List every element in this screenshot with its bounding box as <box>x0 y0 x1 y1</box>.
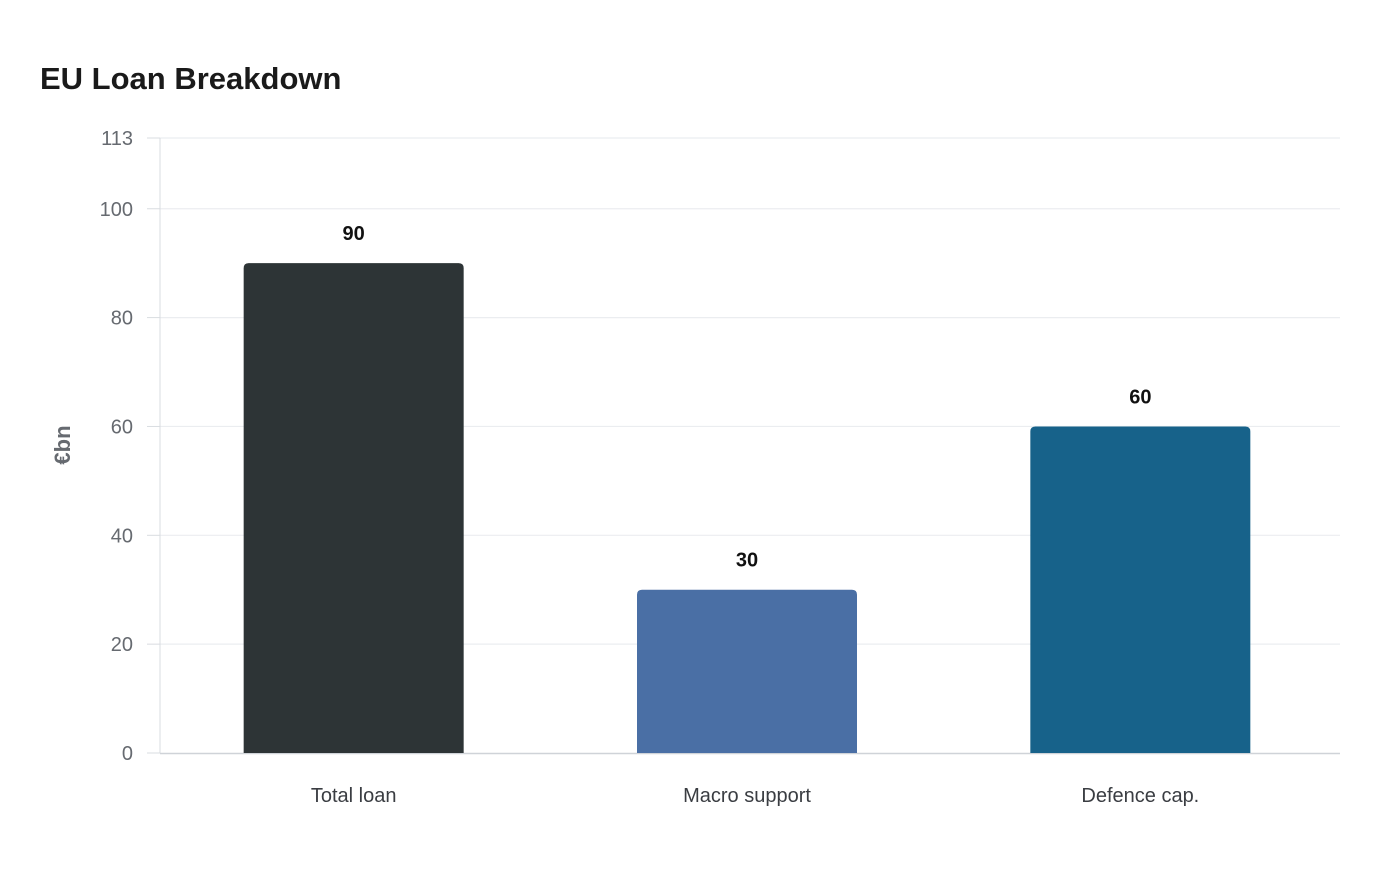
bar-total-loan <box>243 263 464 753</box>
chart-title: EU Loan Breakdown <box>40 61 342 96</box>
category-labels: Total loan Macro support Defence cap. <box>311 785 1199 807</box>
data-label: 30 <box>736 550 758 572</box>
y-tick-label: 40 <box>111 525 133 547</box>
category-label: Macro support <box>683 785 811 807</box>
y-tick-label: 60 <box>111 416 133 438</box>
data-label: 90 <box>343 223 365 245</box>
bar-defence-cap <box>1030 426 1251 753</box>
bar-macro-support <box>637 589 857 753</box>
y-tick-labels: 0 20 40 60 80 100 113 <box>100 128 133 765</box>
y-tick-label: 100 <box>100 199 133 221</box>
y-tick-label: 0 <box>122 743 133 765</box>
axes <box>159 138 1340 755</box>
data-label: 60 <box>1129 386 1151 408</box>
data-labels: 90 30 60 <box>343 223 1152 572</box>
y-tick-label: 113 <box>101 128 133 150</box>
y-tick-label: 20 <box>111 634 133 656</box>
category-label: Defence cap. <box>1081 785 1199 807</box>
bars <box>243 263 1251 753</box>
y-axis-title: €bn <box>50 425 75 464</box>
y-tick-label: 80 <box>111 308 133 330</box>
category-label: Total loan <box>311 785 397 807</box>
